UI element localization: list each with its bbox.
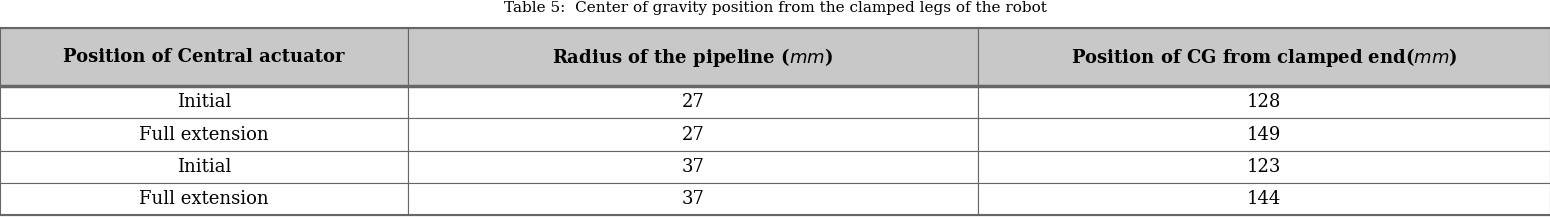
Text: Initial: Initial	[177, 93, 231, 111]
Text: Full extension: Full extension	[140, 190, 268, 208]
Bar	[408, 118, 978, 151]
Text: 37: 37	[682, 190, 704, 208]
Text: 37: 37	[682, 158, 704, 176]
Text: Position of CG from clamped end($mm$): Position of CG from clamped end($mm$)	[1071, 46, 1457, 69]
Bar	[0, 183, 408, 215]
Bar	[978, 86, 1550, 118]
Text: Table 5:  Center of gravity position from the clamped legs of the robot: Table 5: Center of gravity position from…	[504, 1, 1046, 15]
Text: 27: 27	[682, 126, 704, 143]
Text: 27: 27	[682, 93, 704, 111]
Bar	[0, 151, 408, 183]
Bar	[0, 28, 408, 86]
Bar	[978, 28, 1550, 86]
Bar	[408, 28, 978, 86]
Bar	[0, 118, 408, 151]
Bar	[408, 183, 978, 215]
Bar	[978, 151, 1550, 183]
Text: 149: 149	[1246, 126, 1282, 143]
Text: Full extension: Full extension	[140, 126, 268, 143]
Text: 144: 144	[1246, 190, 1282, 208]
Bar	[978, 183, 1550, 215]
Text: Position of Central actuator: Position of Central actuator	[64, 48, 344, 66]
Text: 128: 128	[1246, 93, 1282, 111]
Text: Initial: Initial	[177, 158, 231, 176]
Bar	[0, 86, 408, 118]
Text: 123: 123	[1246, 158, 1282, 176]
Bar	[408, 151, 978, 183]
Bar	[408, 86, 978, 118]
Bar	[978, 118, 1550, 151]
Text: Radius of the pipeline ($mm$): Radius of the pipeline ($mm$)	[552, 46, 834, 69]
